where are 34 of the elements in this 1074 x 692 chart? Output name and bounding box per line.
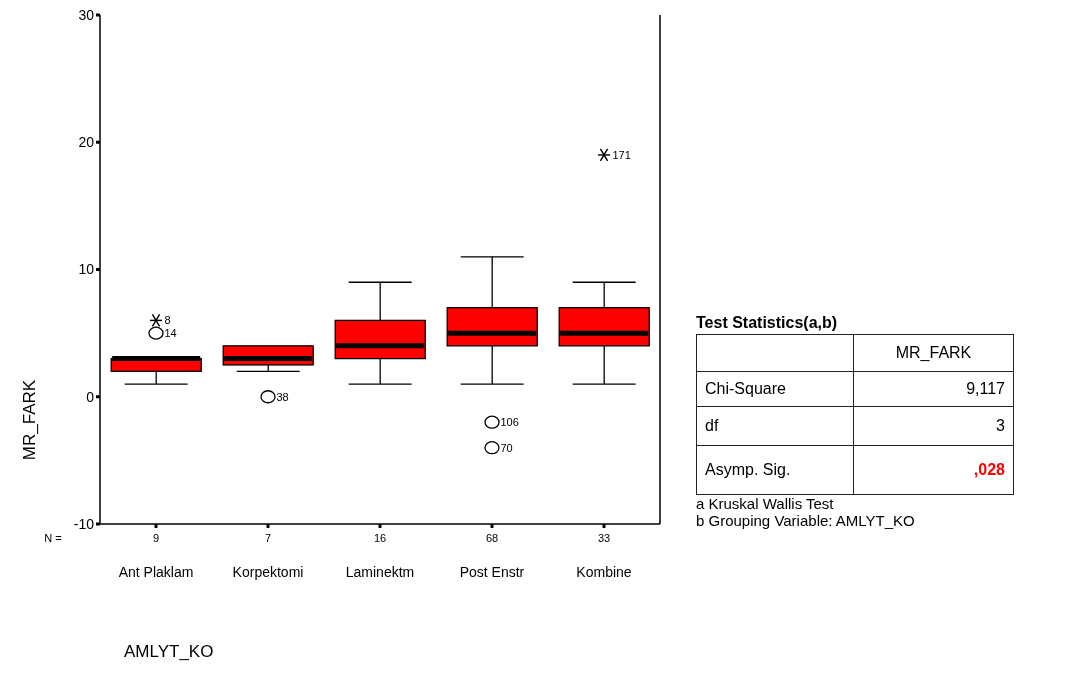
text: Asymp. Sig. [696,445,854,495]
x-tick-label: Laminektm [345,564,415,580]
y-axis-title: MR_FARK [20,379,40,461]
annotation: 171 [612,148,631,161]
annotation: 7 [264,532,272,544]
annotation: 8 [164,314,171,327]
x-tick-label: Korpektomi [232,564,304,580]
text: MR_FARK [853,334,1014,372]
text: ,028 [853,445,1014,495]
y-tick-label: 0 [86,388,95,405]
annotation: 14 [164,327,177,340]
text: N = [44,532,62,544]
y-tick-label: -10 [73,515,95,532]
text: 3 [853,406,1014,446]
y-tick-label: 20 [78,134,95,151]
y-tick-label: 30 [78,6,95,23]
annotation: 106 [500,416,519,429]
y-tick-label: 10 [78,261,95,278]
annotation: 68 [485,532,499,544]
text: b Grouping Variable: AMLYT_KO [696,512,916,529]
text: df [696,406,854,446]
annotation: 16 [373,532,387,544]
annotation: 70 [500,441,513,454]
text: 9,117 [853,371,1014,407]
text: Chi-Square [696,371,854,407]
x-axis-title: AMLYT_KO [124,642,214,662]
x-tick-label: Ant Plaklam [118,564,194,580]
x-tick-label: Kombine [576,564,632,580]
text: Test Statistics(a,b) [696,314,839,332]
annotation: 38 [276,390,289,403]
annotation: 9 [152,532,160,544]
x-tick-label: Post Enstr [459,564,525,580]
annotation: 33 [597,532,611,544]
text: a Kruskal Wallis Test [696,495,835,512]
